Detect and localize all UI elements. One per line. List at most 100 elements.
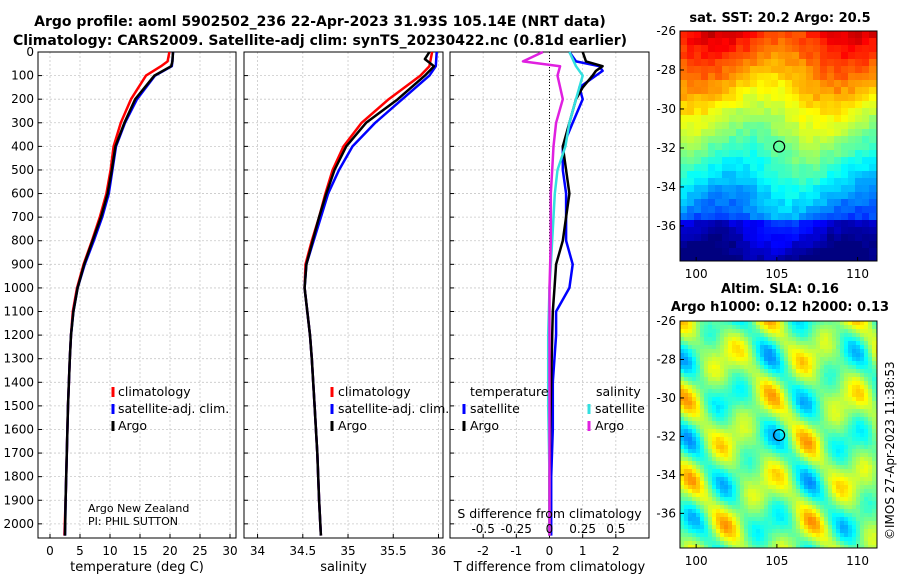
map-cell: [760, 385, 765, 390]
map-cell: [784, 485, 789, 490]
map-cell: [728, 353, 733, 358]
map-cell: [720, 329, 725, 334]
map-cell: [700, 401, 705, 406]
map-cell: [841, 59, 849, 67]
map-cell: [768, 537, 773, 542]
map-cell: [700, 425, 705, 430]
map-cell: [716, 457, 721, 462]
map-cell: [740, 437, 745, 442]
map-cell: [844, 525, 849, 530]
map-cell: [792, 457, 797, 462]
map-cell: [715, 192, 723, 200]
map-cell: [692, 445, 697, 450]
map-cell: [750, 122, 758, 130]
map-cell: [712, 377, 717, 382]
map-cell: [836, 461, 841, 466]
map-cell: [764, 59, 772, 67]
map-cell: [716, 461, 721, 466]
map-cell: [785, 248, 793, 256]
map-cell: [860, 517, 865, 522]
map-cell: [729, 52, 737, 60]
map-cell: [756, 481, 761, 486]
map-cell: [724, 525, 729, 530]
map-cell: [868, 433, 873, 438]
map-cell: [768, 465, 773, 470]
map-cell: [704, 449, 709, 454]
map-cell: [834, 171, 842, 179]
map-cell: [864, 473, 869, 478]
map-cell: [743, 220, 751, 228]
map-cell: [704, 521, 709, 526]
map-cell: [792, 369, 797, 374]
map-cell: [820, 537, 825, 542]
map-cell: [848, 143, 856, 151]
map-cell: [748, 525, 753, 530]
map-cell: [808, 357, 813, 362]
map-cell: [804, 437, 809, 442]
map-cell: [820, 449, 825, 454]
map-cell: [784, 473, 789, 478]
map-cell: [785, 178, 793, 186]
map-cell: [748, 361, 753, 366]
map-cell: [812, 481, 817, 486]
map-cell: [772, 321, 777, 326]
map-cell: [784, 329, 789, 334]
map-cell: [701, 248, 709, 256]
map-cell: [796, 473, 801, 478]
map-cell: [792, 505, 797, 510]
map-cell: [836, 405, 841, 410]
map-cell: [700, 373, 705, 378]
map-cell: [848, 213, 856, 221]
map-cell: [813, 136, 821, 144]
map-cell: [728, 497, 733, 502]
map-cell: [712, 485, 717, 490]
map-cell: [771, 52, 779, 60]
map-cell: [724, 453, 729, 458]
map-cell: [736, 441, 741, 446]
map-cell: [806, 171, 814, 179]
map-cell: [836, 545, 841, 548]
map-cell: [724, 417, 729, 422]
map-cell: [692, 461, 697, 466]
map-cell: [816, 369, 821, 374]
map-cell: [824, 481, 829, 486]
map-cell: [694, 241, 702, 249]
map-cell: [757, 129, 765, 137]
map-cell: [840, 509, 845, 514]
map-cell: [862, 66, 870, 74]
map-cell: [796, 413, 801, 418]
map-cell: [800, 537, 805, 542]
map-cell: [828, 461, 833, 466]
map-cell: [701, 206, 709, 214]
map-cell: [804, 393, 809, 398]
map-cell: [780, 405, 785, 410]
map-cell: [792, 66, 800, 74]
map-cell: [852, 473, 857, 478]
y-tick-label: 1400: [3, 375, 34, 389]
map-cell: [848, 373, 853, 378]
map-cell: [772, 457, 777, 462]
map-cell: [736, 397, 741, 402]
map-cell: [743, 241, 751, 249]
map-cell: [712, 413, 717, 418]
map-cell: [813, 206, 821, 214]
map-cell: [808, 389, 813, 394]
map-cell: [708, 489, 713, 494]
map-cell: [785, 59, 793, 67]
map-cell: [864, 441, 869, 446]
map-cell: [680, 385, 685, 390]
map-cell: [720, 453, 725, 458]
map-cell: [799, 178, 807, 186]
map-cell: [724, 397, 729, 402]
map-cell: [708, 401, 713, 406]
map-cell: [708, 199, 716, 207]
map-cell: [680, 73, 688, 81]
map-cell: [708, 353, 713, 358]
map-cell: [872, 533, 877, 538]
map-cell: [696, 373, 701, 378]
map-cell: [715, 38, 723, 46]
map-cell: [780, 457, 785, 462]
map-cell: [696, 385, 701, 390]
map-cell: [720, 441, 725, 446]
map-cell: [728, 465, 733, 470]
